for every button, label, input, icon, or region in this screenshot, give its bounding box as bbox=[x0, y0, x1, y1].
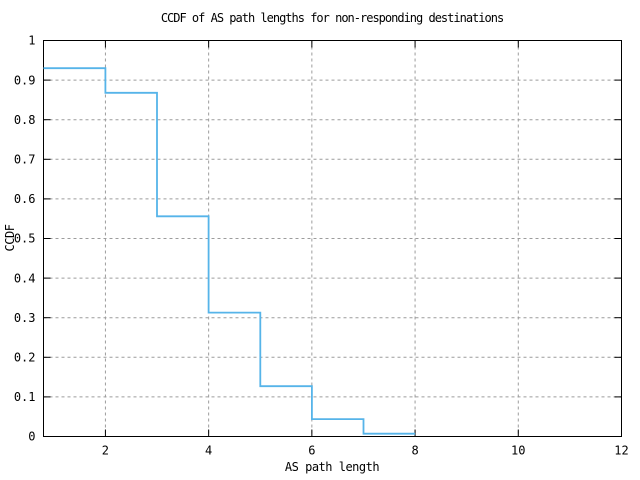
y-tick-label: 0.6 bbox=[14, 192, 36, 206]
x-tick-label: 2 bbox=[102, 444, 109, 458]
y-tick-label: 0.7 bbox=[14, 153, 36, 167]
y-tick-label: 0.1 bbox=[14, 390, 36, 404]
plot-layer: 00.10.20.30.40.50.60.70.80.912 4 6 8 10 12 bbox=[14, 34, 629, 458]
y-tick-label: 0.4 bbox=[14, 271, 36, 285]
x-tick-label: 12 bbox=[614, 444, 628, 458]
x-tick-label: 6 bbox=[308, 444, 315, 458]
chart-title: CCDF of AS path lengths for non-respondi… bbox=[161, 11, 504, 25]
y-tick-label: 0.2 bbox=[14, 351, 36, 365]
y-tick-label: 0.5 bbox=[14, 232, 36, 246]
plot-border bbox=[43, 40, 622, 437]
y-tick-label: 0.3 bbox=[14, 311, 36, 325]
x-tick-label: 4 bbox=[205, 444, 212, 458]
y-tick-label: 1 bbox=[28, 34, 35, 48]
x-axis-label: AS path length bbox=[285, 460, 379, 474]
x-tick-label: 8 bbox=[411, 444, 418, 458]
y-axis-label: CCDF bbox=[3, 224, 17, 251]
x-tick-label: 10 bbox=[511, 444, 525, 458]
y-tick-label: 0 bbox=[28, 430, 35, 444]
y-tick-label: 0.9 bbox=[14, 73, 36, 87]
y-tick-label: 0.8 bbox=[14, 113, 36, 127]
ccdf-step-line bbox=[43, 67, 416, 435]
